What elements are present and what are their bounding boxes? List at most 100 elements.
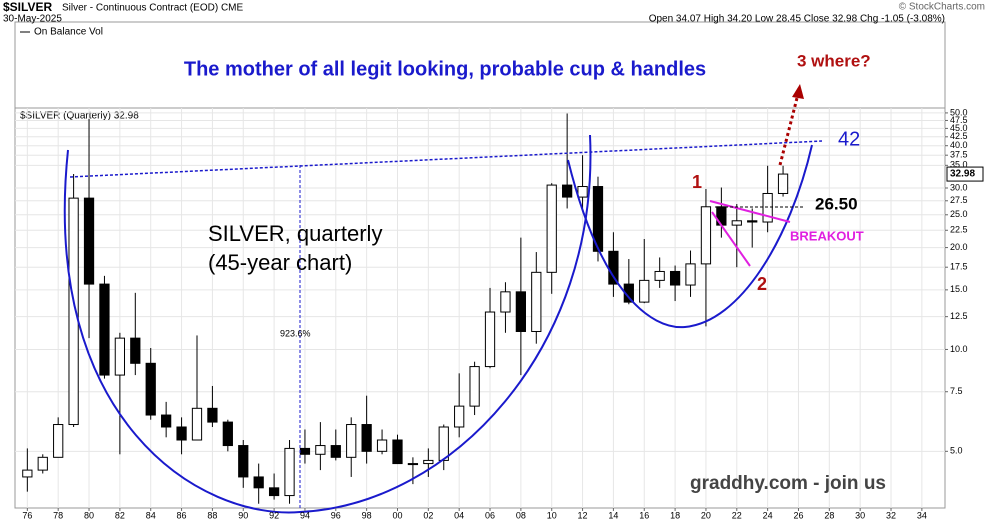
y-tick-label: 25.0 bbox=[950, 209, 968, 219]
x-tick-label: 88 bbox=[207, 510, 217, 520]
symbol: $SILVER bbox=[3, 0, 52, 14]
x-tick-label: 98 bbox=[362, 510, 372, 520]
x-tick-label: 00 bbox=[392, 510, 402, 520]
drawings bbox=[63, 84, 823, 514]
candle-body bbox=[639, 279, 650, 303]
y-tick-label: 22.5 bbox=[950, 225, 968, 235]
y-tick-label: 45.0 bbox=[950, 123, 968, 133]
candle-body bbox=[423, 459, 434, 465]
x-tick-label: 06 bbox=[485, 510, 495, 520]
candle-body bbox=[130, 337, 141, 364]
annotation: graddhy.com - join us bbox=[690, 473, 886, 494]
candle-body bbox=[37, 456, 48, 471]
candle-body bbox=[407, 463, 419, 466]
candle-body bbox=[500, 291, 511, 313]
candle-body bbox=[469, 366, 480, 407]
x-tick-label: 16 bbox=[639, 510, 649, 520]
candle-body bbox=[376, 439, 388, 452]
candle-body bbox=[346, 424, 357, 458]
title: The mother of all legit looking, probabl… bbox=[184, 58, 706, 80]
candle-body bbox=[577, 186, 588, 198]
handle-top bbox=[709, 200, 791, 223]
last-value-label: 32.98 bbox=[950, 169, 975, 180]
candle-body bbox=[361, 424, 372, 452]
x-tick-label: 90 bbox=[238, 510, 248, 520]
candle-body bbox=[284, 447, 295, 497]
candle-body bbox=[238, 445, 249, 478]
x-tick-label: 94 bbox=[300, 510, 310, 520]
candle-body bbox=[68, 197, 79, 426]
x-tick-label: 02 bbox=[423, 510, 433, 520]
candle-body bbox=[454, 405, 465, 428]
y-tick-label: 47.5 bbox=[950, 115, 968, 125]
x-tick-label: 92 bbox=[269, 510, 279, 520]
y-tick-label: 35.0 bbox=[950, 160, 968, 170]
candles bbox=[22, 113, 789, 504]
y-tick-label: 15.0 bbox=[950, 284, 968, 294]
x-tick-label: 28 bbox=[824, 510, 834, 520]
price-label: $SILVER (Quarterly) 32.98 bbox=[20, 111, 139, 122]
candle-body bbox=[608, 250, 619, 285]
indicator-label: On Balance Vol bbox=[34, 27, 103, 38]
annotation: BREAKOUT bbox=[790, 228, 864, 243]
annotation: 1 bbox=[692, 172, 702, 192]
candle-body bbox=[731, 220, 742, 226]
resistance-line bbox=[69, 140, 823, 178]
annotation: 26.50 bbox=[815, 194, 858, 213]
x-tick-label: 26 bbox=[793, 510, 803, 520]
candle-body bbox=[700, 206, 712, 265]
annotation: 2 bbox=[757, 274, 767, 294]
big-cup bbox=[63, 134, 592, 514]
candle-body bbox=[268, 487, 280, 497]
candle-body bbox=[484, 311, 496, 368]
x-tick-label: 78 bbox=[53, 510, 63, 520]
candle-body bbox=[161, 414, 172, 428]
candle-body bbox=[315, 445, 326, 455]
candle-body bbox=[207, 407, 218, 423]
y-tick-label: 12.5 bbox=[950, 311, 968, 321]
candle-body bbox=[669, 270, 681, 286]
y-tick-label: 7.5 bbox=[950, 386, 963, 396]
y-tick-label: 50.0 bbox=[950, 107, 968, 117]
candle-body bbox=[515, 291, 526, 332]
candle-body bbox=[777, 173, 789, 194]
y-tick-label: 20.0 bbox=[950, 242, 968, 252]
x-tick-label: 86 bbox=[177, 510, 187, 520]
annotation: SILVER, quarterly bbox=[208, 221, 382, 246]
x-tick-label: 30 bbox=[855, 510, 865, 520]
candle-body bbox=[222, 421, 233, 447]
x-tick-label: 10 bbox=[547, 510, 557, 520]
y-tick-label: 10.0 bbox=[950, 344, 968, 354]
annotation: (45-year chart) bbox=[208, 250, 352, 275]
candle-body bbox=[99, 283, 110, 376]
x-tick-label: 18 bbox=[670, 510, 680, 520]
y-tick-label: 5.0 bbox=[950, 446, 963, 456]
indicator-panel bbox=[14, 21, 946, 109]
last-value-box bbox=[946, 166, 984, 182]
x-tick-label: 14 bbox=[608, 510, 618, 520]
x-tick-label: 34 bbox=[917, 510, 927, 520]
candle-body bbox=[654, 270, 665, 281]
candle-body bbox=[114, 337, 126, 376]
x-tick-label: 22 bbox=[732, 510, 742, 520]
y-tick-label: 27.5 bbox=[950, 195, 968, 205]
candle-body bbox=[392, 439, 403, 465]
y-tick-label: 42.5 bbox=[950, 131, 968, 141]
candle-body bbox=[762, 192, 773, 223]
annotation: 923.6% bbox=[280, 328, 311, 338]
annotation: 42 bbox=[838, 128, 860, 150]
x-tick-label: 84 bbox=[146, 510, 156, 520]
credit: © StockCharts.com bbox=[899, 2, 985, 13]
candle-body bbox=[330, 445, 341, 458]
candle-body bbox=[145, 362, 156, 416]
x-tick-label: 96 bbox=[331, 510, 341, 520]
price-panel bbox=[14, 107, 946, 509]
candle-body bbox=[299, 447, 311, 455]
candle-body bbox=[592, 186, 604, 252]
x-tick-label: 80 bbox=[84, 510, 94, 520]
candle-body bbox=[22, 469, 33, 478]
arrow-head bbox=[792, 84, 804, 99]
x-tick-label: 12 bbox=[578, 510, 588, 520]
candle-body bbox=[546, 184, 557, 273]
